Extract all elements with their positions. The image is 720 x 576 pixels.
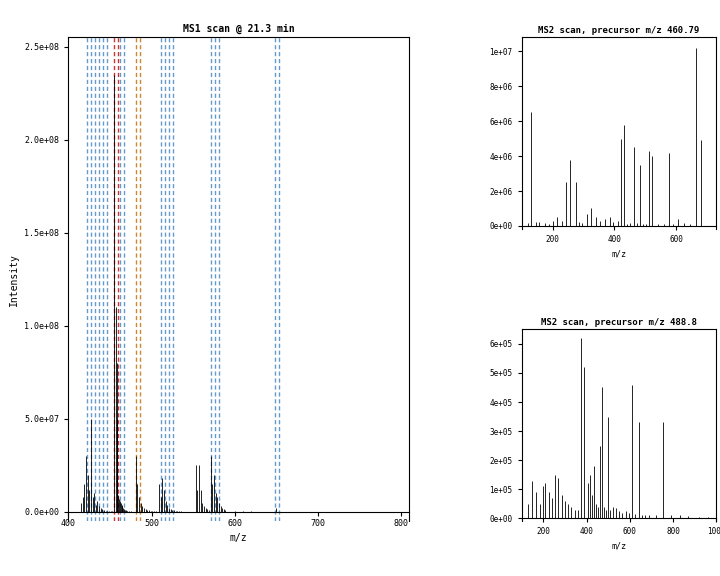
Title: MS1 scan @ 21.3 min: MS1 scan @ 21.3 min — [183, 24, 294, 34]
X-axis label: m/z: m/z — [611, 249, 626, 259]
Title: MS2 scan, precursor m/z 488.8: MS2 scan, precursor m/z 488.8 — [541, 318, 697, 327]
X-axis label: m/z: m/z — [611, 542, 626, 551]
X-axis label: m/z: m/z — [230, 533, 248, 544]
Title: MS2 scan, precursor m/z 460.79: MS2 scan, precursor m/z 460.79 — [539, 26, 700, 35]
Y-axis label: Intensity: Intensity — [9, 253, 19, 306]
